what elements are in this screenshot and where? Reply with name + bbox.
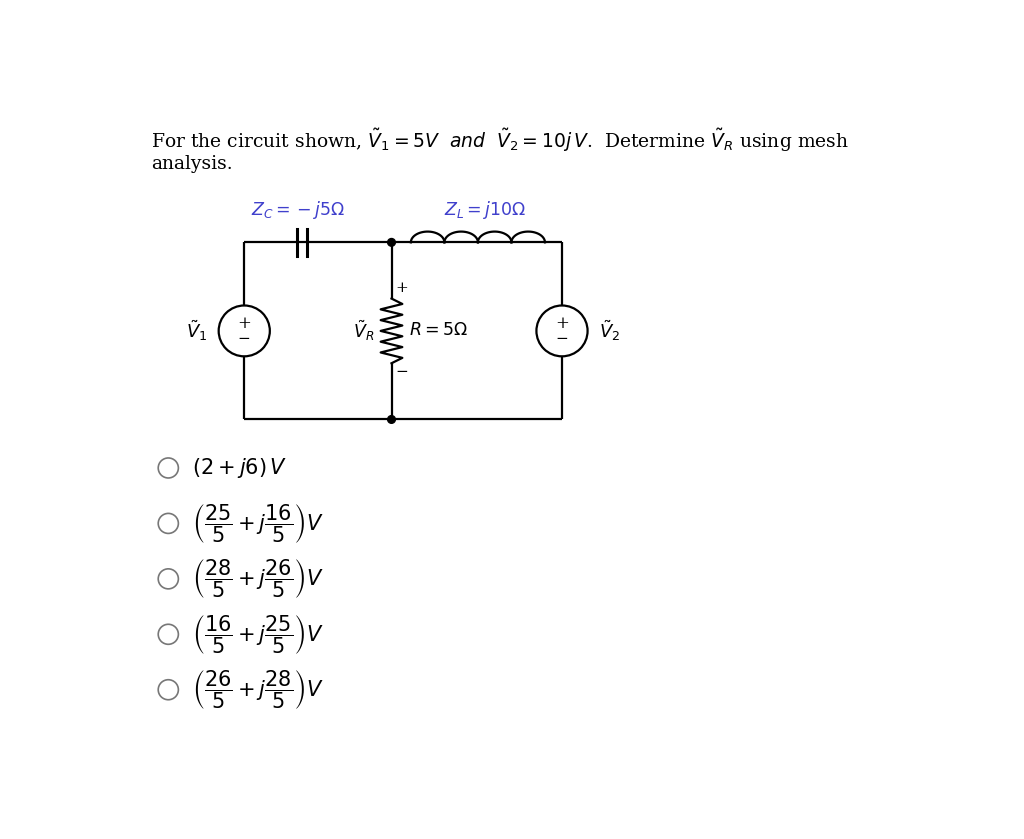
Text: $\tilde{V}_R$: $\tilde{V}_R$: [353, 319, 375, 343]
Text: $\left(\dfrac{25}{5} + j\dfrac{16}{5}\right)V$: $\left(\dfrac{25}{5} + j\dfrac{16}{5}\ri…: [191, 502, 324, 545]
Text: For the circuit shown, $\tilde{V}_1 = 5V$  $and$  $\tilde{V}_2 = 10j\,V$.  Deter: For the circuit shown, $\tilde{V}_1 = 5V…: [152, 127, 849, 154]
Text: $\left(\dfrac{26}{5} + j\dfrac{28}{5}\right)V$: $\left(\dfrac{26}{5} + j\dfrac{28}{5}\ri…: [191, 668, 324, 711]
Text: −: −: [395, 365, 409, 378]
Text: +: +: [555, 315, 569, 331]
Text: $\tilde{V}_1$: $\tilde{V}_1$: [185, 319, 207, 343]
Text: $\left(\dfrac{28}{5} + j\dfrac{26}{5}\right)V$: $\left(\dfrac{28}{5} + j\dfrac{26}{5}\ri…: [191, 557, 324, 601]
Text: −: −: [556, 331, 568, 346]
Text: +: +: [238, 315, 251, 331]
Circle shape: [388, 238, 395, 246]
Text: −: −: [238, 331, 251, 346]
Text: analysis.: analysis.: [152, 155, 232, 174]
Text: $Z_C = -j5\Omega$: $Z_C = -j5\Omega$: [251, 199, 346, 221]
Text: $\left(\dfrac{16}{5} + j\dfrac{25}{5}\right)V$: $\left(\dfrac{16}{5} + j\dfrac{25}{5}\ri…: [191, 612, 324, 656]
Text: $R = 5\Omega$: $R = 5\Omega$: [409, 322, 468, 340]
Text: +: +: [395, 281, 409, 294]
Text: $Z_L = j10\Omega$: $Z_L = j10\Omega$: [444, 199, 527, 221]
Text: $\tilde{V}_2$: $\tilde{V}_2$: [599, 319, 621, 343]
Circle shape: [388, 415, 395, 424]
Text: $(2 + j6)\,V$: $(2 + j6)\,V$: [191, 456, 287, 480]
